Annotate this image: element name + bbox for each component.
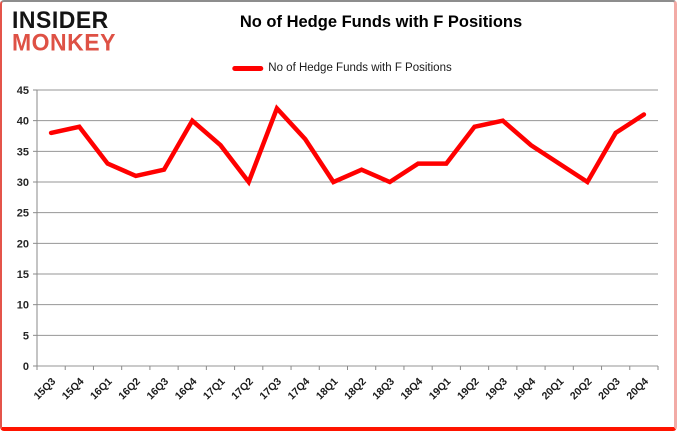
x-tick-label: 17Q2: [229, 376, 256, 403]
x-tick-label: 16Q1: [88, 376, 115, 403]
x-tick-label: 17Q4: [286, 376, 313, 403]
x-tick-label: 19Q2: [455, 376, 482, 403]
x-tick-label: 19Q3: [483, 376, 510, 403]
x-tick-label: 18Q2: [342, 376, 369, 403]
x-tick-label: 15Q4: [60, 376, 87, 403]
y-tick-label: 0: [23, 361, 29, 373]
x-tick-label: 20Q1: [540, 376, 567, 403]
x-tick-label: 18Q3: [370, 376, 397, 403]
y-tick-label: 30: [17, 177, 29, 189]
y-tick-label: 10: [17, 300, 29, 312]
y-tick-label: 35: [17, 146, 29, 158]
y-tick-label: 40: [17, 116, 29, 128]
x-tick-label: 18Q1: [314, 376, 341, 403]
x-tick-label: 16Q4: [173, 376, 200, 403]
x-tick-label: 17Q3: [257, 376, 284, 403]
legend: No of Hedge Funds with F Positions: [232, 62, 452, 74]
x-tick-label: 15Q3: [32, 376, 59, 403]
legend-label: No of Hedge Funds with F Positions: [268, 62, 452, 74]
y-tick-label: 15: [17, 269, 29, 281]
y-tick-label: 25: [17, 208, 29, 220]
insider-monkey-logo: INSIDER MONKEY: [12, 5, 116, 56]
logo-line-insider: INSIDER: [12, 5, 109, 34]
y-tick-label: 5: [23, 330, 29, 342]
y-tick-label: 20: [17, 238, 29, 250]
x-tick-label: 17Q1: [201, 376, 228, 403]
x-tick-label: 19Q1: [427, 376, 454, 403]
series-line: [48, 104, 647, 187]
chart-title: No of Hedge Funds with F Positions: [239, 13, 523, 31]
x-tick-label: 20Q3: [596, 376, 623, 403]
x-tick-label: 18Q4: [399, 376, 426, 403]
x-tick-label: 20Q2: [568, 376, 595, 403]
x-tick-label: 20Q4: [624, 376, 651, 403]
legend-line-swatch-icon: [232, 65, 264, 71]
x-tick-label: 19Q4: [511, 376, 538, 403]
logo-line-monkey: MONKEY: [12, 28, 116, 56]
y-tick-label: 45: [17, 85, 29, 97]
x-tick-label: 16Q2: [116, 376, 143, 403]
chart-svg: 0 5 10 15 20 25 30 35 40 45 15Q3 15Q4 16Q1 16Q2 16Q3 16…: [17, 85, 659, 403]
x-tick-label: 16Q3: [144, 376, 171, 403]
